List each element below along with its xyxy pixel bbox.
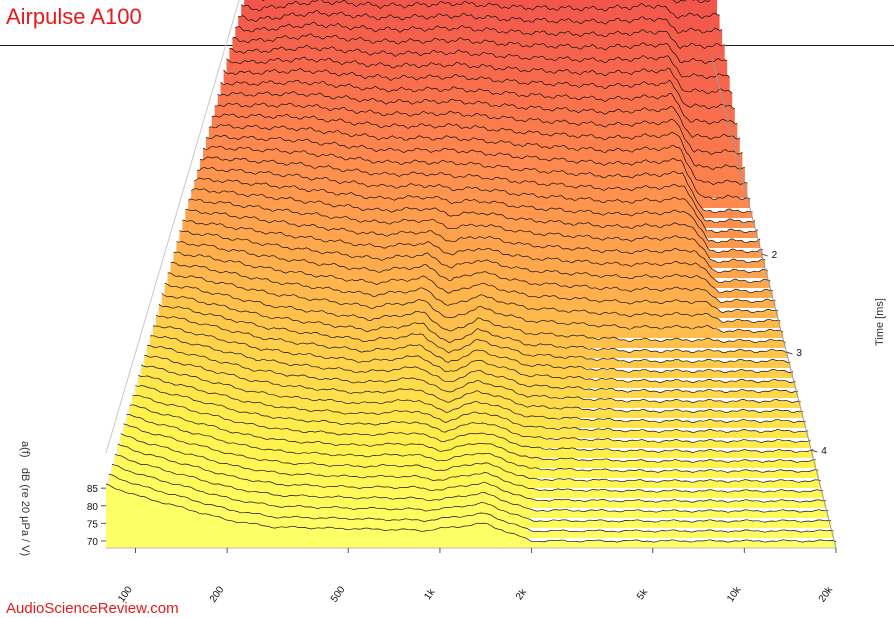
decay-slice-line-11 [217, 90, 740, 140]
decay-slice-line-6 [232, 33, 728, 64]
decay-slice-line-16 [202, 145, 753, 214]
decay-slice-fill-48 [108, 474, 834, 538]
decay-slice-fill-45 [117, 443, 826, 508]
db-axis-title: dB (re 20 µPa / V) [19, 468, 31, 556]
db-tick-label-75: 75 [87, 519, 99, 530]
decay-slice-line-26 [173, 251, 778, 314]
decay-slice-line-12 [214, 102, 743, 155]
decay-slice-line-20 [190, 188, 763, 254]
decay-slice-line-7 [229, 44, 730, 80]
db-axis-ticks: 70 75 80 85 [87, 484, 106, 548]
decay-slice-line-35 [147, 345, 801, 404]
time-tick-mark-3 [786, 351, 793, 355]
brand-title: Airpulse A100 [6, 4, 142, 29]
x-axis-ticks: 100 200 500 1k 2k 5k 10k 20k [116, 548, 837, 605]
decay-slice-line-31 [158, 304, 791, 364]
decay-slice-line-39 [135, 385, 811, 443]
x-tick-label-500: 500 [329, 584, 348, 604]
decay-slice-line-17 [199, 156, 756, 224]
decay-slice-line-27 [170, 261, 781, 324]
decay-slice-line-46 [114, 453, 829, 513]
db-axis-title-prefix: a(f) [19, 441, 31, 458]
decay-slice-line-40 [132, 394, 814, 453]
decay-slice-line-9 [223, 67, 735, 110]
decay-slice-line-45 [117, 443, 826, 503]
decay-slice-line-25 [176, 241, 776, 304]
decay-slice-line-47 [111, 464, 831, 523]
decay-slice-line-21 [188, 198, 766, 264]
decay-slice-line-34 [150, 335, 799, 393]
decay-slice-line-48 [108, 473, 834, 533]
decay-slice-line-41 [129, 404, 816, 463]
decay-slice-line-5 [235, 21, 725, 49]
decay-slice-line-28 [167, 272, 784, 334]
decay-slice-line-14 [208, 124, 748, 186]
decay-slice-line-13 [211, 113, 745, 170]
decay-slice-line-24 [179, 230, 773, 294]
x-tick-label-2k: 2k [514, 586, 530, 602]
time-axis-ticks: 2 3 4 [761, 250, 827, 457]
x-tick-label-200: 200 [208, 584, 227, 604]
time-tick-mark-4 [811, 449, 818, 453]
decay-slice-line-30 [161, 293, 788, 354]
decay-slice-line-23 [182, 219, 771, 284]
decay-slice-fill-44 [120, 433, 824, 498]
decay-slice-line-32 [155, 314, 794, 374]
plot-box-front [106, 57, 837, 549]
decay-slice-line-42 [126, 414, 819, 473]
decay-slice-fill-49 [106, 484, 836, 548]
time-tick-label-3: 3 [796, 348, 802, 359]
decay-slice-fill-41 [129, 404, 816, 468]
decay-slice-fill-42 [126, 414, 819, 478]
decay-slice-line-15 [205, 135, 751, 200]
decay-slice-line-43 [123, 423, 821, 483]
decay-slice-line-37 [141, 364, 806, 423]
db-tick-label-85: 85 [87, 484, 99, 495]
decay-slice-line-29 [164, 282, 786, 344]
waterfall-slices [105, 0, 837, 548]
decay-slice-line-22 [185, 209, 768, 274]
decay-slice-line-19 [194, 177, 761, 244]
right-floor-edge [711, 57, 837, 549]
db-tick-label-80: 80 [87, 502, 99, 513]
decay-slice-line-49 [105, 483, 837, 543]
decay-slice-line-3 [240, 0, 720, 19]
decay-slice-line-36 [144, 354, 804, 413]
x-tick-label-5k: 5k [635, 586, 651, 602]
x-tick-label-1k: 1k [422, 586, 438, 602]
time-tick-mark-2 [761, 253, 768, 257]
time-axis-title: Time [ms] [874, 298, 886, 346]
x-tick-label-10k: 10k [725, 584, 744, 604]
watermark: AudioScienceReview.com [6, 600, 179, 617]
db-tick-label-70: 70 [87, 537, 99, 548]
decay-slice-line-18 [197, 167, 758, 234]
decay-slice-fill-47 [111, 464, 831, 528]
decay-slice-line-44 [120, 433, 824, 493]
x-tick-label-20k: 20k [817, 584, 836, 604]
decay-slice-line-8 [226, 56, 733, 95]
decay-slice-line-4 [238, 9, 723, 34]
decay-slice-fill-40 [132, 395, 814, 458]
decay-slice-line-38 [138, 374, 809, 433]
decay-slice-line-33 [152, 325, 796, 384]
left-top-edge [105, 0, 240, 454]
time-tick-label-2: 2 [772, 250, 778, 261]
decay-slice-line-10 [220, 79, 738, 125]
time-tick-label-4: 4 [821, 446, 827, 457]
decay-slice-fill-46 [114, 454, 829, 518]
decay-slice-fill-43 [123, 423, 821, 488]
